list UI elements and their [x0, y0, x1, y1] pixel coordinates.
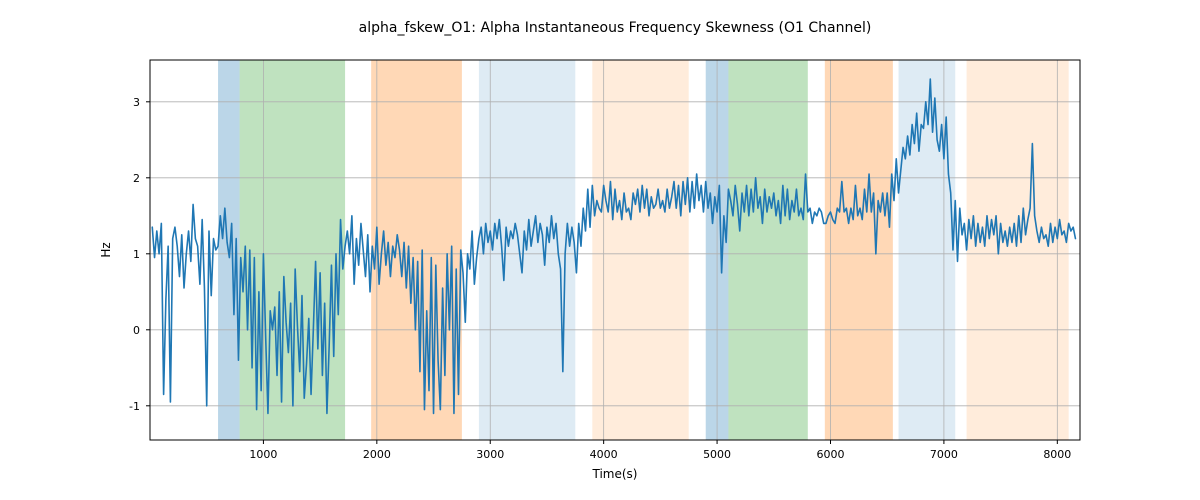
x-tick-label: 8000 — [1043, 448, 1071, 461]
x-tick-label: 1000 — [249, 448, 277, 461]
y-tick-label: 3 — [133, 96, 140, 109]
x-tick-label: 4000 — [590, 448, 618, 461]
x-tick-label: 7000 — [930, 448, 958, 461]
x-tick-label: 6000 — [816, 448, 844, 461]
plot-area: 1000 2000 3000 4000 5000 6000 7000 8000 -1 0 1 2 3 — [129, 60, 1080, 461]
y-tick-label: -1 — [129, 400, 140, 413]
highlight-span — [967, 60, 1069, 440]
x-tick-label: 2000 — [363, 448, 391, 461]
highlight-span — [728, 60, 807, 440]
x-tick-label: 3000 — [476, 448, 504, 461]
highlight-span — [592, 60, 688, 440]
y-tick-labels: -1 0 1 2 3 — [129, 96, 150, 413]
y-axis-label: Hz — [99, 242, 113, 257]
x-tick-label: 5000 — [703, 448, 731, 461]
x-axis-label: Time(s) — [592, 467, 638, 481]
y-tick-label: 0 — [133, 324, 140, 337]
chart-container: alpha_fskew_O1: Alpha Instantaneous Freq… — [0, 0, 1200, 500]
y-tick-label: 2 — [133, 172, 140, 185]
x-tick-labels: 1000 2000 3000 4000 5000 6000 7000 8000 — [249, 440, 1071, 461]
highlight-spans — [218, 60, 1069, 440]
y-tick-label: 1 — [133, 248, 140, 261]
line-chart: alpha_fskew_O1: Alpha Instantaneous Freq… — [0, 0, 1200, 500]
highlight-span — [825, 60, 893, 440]
chart-title: alpha_fskew_O1: Alpha Instantaneous Freq… — [359, 20, 872, 36]
